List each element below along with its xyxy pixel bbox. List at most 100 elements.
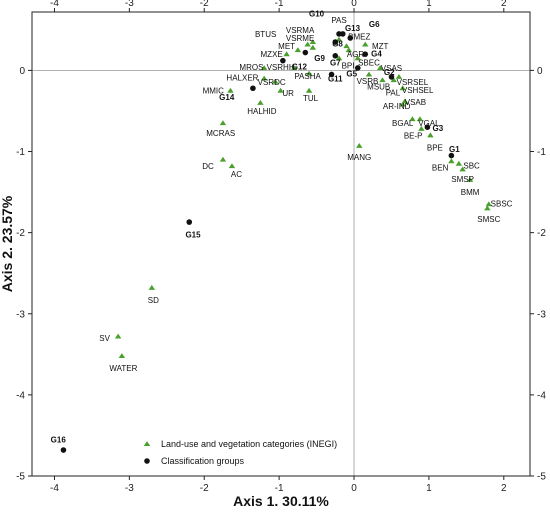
landuse-label-vsab: VSAB xyxy=(405,98,426,107)
landuse-label-halxer: HALXER xyxy=(226,74,258,83)
landuse-label-mmic: MMIC xyxy=(203,87,225,96)
landuse-label-mzxe: MZXE xyxy=(261,50,283,59)
x-tick-label-bottom: -2 xyxy=(200,483,209,494)
landuse-point-vgal xyxy=(416,116,424,122)
landuse-point-bpe xyxy=(427,132,434,138)
legend-entry-1: Land-use and vegetation categories (INEG… xyxy=(161,439,337,449)
y-tick-label-right: 0 xyxy=(537,66,543,77)
landuse-point-mzt xyxy=(362,41,369,47)
landuse-point-halhid xyxy=(257,99,264,105)
landuse-point-smsc xyxy=(484,205,491,211)
landuse-label-vsas: VSAS xyxy=(381,64,402,73)
landuse-label-msub: MSUB xyxy=(367,83,390,92)
group-point-g7 xyxy=(332,53,339,59)
landuse-point-dc xyxy=(219,156,227,162)
landuse-point-bgal xyxy=(409,116,416,122)
group-point-g6 xyxy=(347,35,354,41)
x-tick-label-bottom: -4 xyxy=(50,483,59,494)
y-tick-label-right: -4 xyxy=(537,390,546,401)
x-tick-label-top: 1 xyxy=(426,0,432,9)
landuse-label-ar-ind: AR-IND xyxy=(383,102,411,111)
landuse-point-bmez xyxy=(343,43,350,49)
group-point-g3 xyxy=(424,124,431,130)
group-point-g13 xyxy=(339,31,346,37)
x-tick-label-top: 0 xyxy=(351,0,357,9)
landuse-label-smsp: SMSP xyxy=(451,175,474,184)
landuse-label-vsrhh: VSRHH xyxy=(267,63,295,72)
landuse-point-met xyxy=(294,47,302,53)
group-point-g5 xyxy=(354,65,361,71)
landuse-label-mzt: MZT xyxy=(372,42,389,51)
landuse-point-pasha xyxy=(305,70,313,76)
x-tick-label-bottom: 2 xyxy=(501,483,507,494)
landuse-label-ben: BEN xyxy=(432,164,449,173)
legend-triangle-icon xyxy=(143,441,151,447)
landuse-label-vsrma: VSRMA xyxy=(286,26,315,35)
group-label-g13: G13 xyxy=(345,24,361,33)
landuse-point-msub xyxy=(379,77,386,83)
landuse-label-pal: PAL xyxy=(386,88,401,97)
landuse-label-vsrb: VSRB xyxy=(357,77,379,86)
group-point-g14 xyxy=(250,85,256,92)
landuse-label-btus: BTUS xyxy=(255,30,276,39)
landuse-label-sbsc: SBSC xyxy=(491,199,513,208)
landuse-label-pasha: PASHA xyxy=(294,72,321,81)
y-tick-label-left: -2 xyxy=(16,228,25,239)
group-label-g15: G15 xyxy=(185,230,201,239)
landuse-point-ur xyxy=(277,87,284,93)
x-tick-label-top: -4 xyxy=(50,0,59,9)
landuse-point-mmic xyxy=(227,87,234,93)
landuse-label-bpe: BPE xyxy=(427,143,443,152)
x-tick-label-top: -2 xyxy=(200,0,209,9)
y-tick-label-left: -4 xyxy=(16,390,25,401)
landuse-label-mros: MROS xyxy=(239,63,263,72)
x-tick-label-bottom: -3 xyxy=(125,483,134,494)
landuse-label-sbc: SBC xyxy=(463,161,480,170)
x-tick-label-top: -3 xyxy=(125,0,134,9)
group-label-g14: G14 xyxy=(219,93,235,102)
landuse-point-sbsc xyxy=(485,201,493,207)
group-point-g4 xyxy=(362,51,369,57)
group-label-g11: G11 xyxy=(328,75,343,84)
landuse-point-vshsel xyxy=(399,85,406,91)
landuse-point-bmm xyxy=(466,177,474,182)
landuse-label-bpi: BPI xyxy=(342,62,355,71)
y-tick-label-right: -3 xyxy=(537,309,546,320)
landuse-point-vsrhh xyxy=(290,65,298,70)
landuse-label-water: WATER xyxy=(109,364,137,373)
plot-border xyxy=(31,11,531,477)
landuse-point-sv xyxy=(114,333,122,339)
x-tick-label-bottom: 1 xyxy=(426,483,432,494)
group-point-g2 xyxy=(388,74,395,80)
landuse-label-be-p: BE-P xyxy=(404,131,423,140)
landuse-point-sbc xyxy=(455,160,463,166)
y-tick-label-left: -3 xyxy=(16,309,25,320)
group-label-g1: G1 xyxy=(449,145,460,154)
legend-circle-icon xyxy=(144,458,150,464)
landuse-label-sd: SD xyxy=(148,296,159,305)
landuse-point-vsrme xyxy=(309,44,317,50)
landuse-label-sbec: SBEC xyxy=(358,58,380,67)
landuse-label-smsc: SMSC xyxy=(477,215,500,224)
landuse-label-halhid: HALHID xyxy=(247,107,277,116)
plot-frame xyxy=(31,11,531,477)
landuse-point-halxer xyxy=(260,75,268,81)
landuse-point-mang xyxy=(356,142,363,148)
reference-lines xyxy=(32,12,530,476)
group-label-g8: G8 xyxy=(332,40,343,49)
group-label-g12: G12 xyxy=(292,62,308,71)
landuse-label-mcras: MCRAS xyxy=(206,129,235,138)
landuse-point-mcras xyxy=(219,120,227,126)
landuse-point-sd xyxy=(148,284,156,290)
y-tick-label-left: -1 xyxy=(16,147,25,158)
group-label-g9: G9 xyxy=(314,54,325,63)
landuse-point-water xyxy=(118,353,126,358)
landuse-point-vsrb xyxy=(365,71,373,77)
x-tick-label-bottom: 0 xyxy=(351,483,357,494)
landuse-point-smsp xyxy=(459,166,466,172)
legend: Land-use and vegetation categories (INEG… xyxy=(143,439,337,466)
landuse-point-agr xyxy=(345,47,352,53)
landuse-point-mzxe xyxy=(283,51,290,57)
group-point-g9 xyxy=(302,49,309,56)
